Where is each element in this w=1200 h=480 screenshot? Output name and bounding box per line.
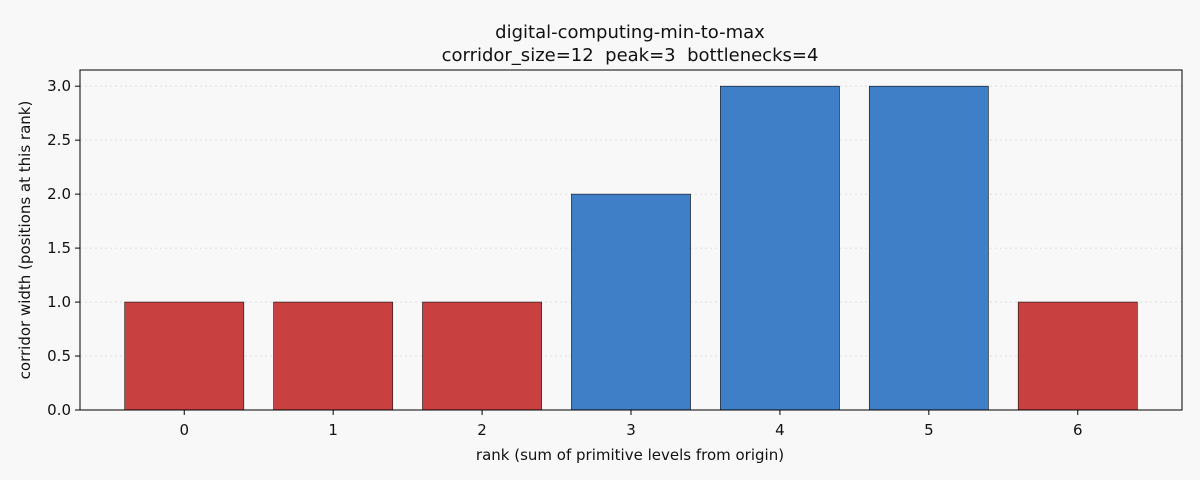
y-tick-label: 3.0 (47, 77, 71, 95)
x-tick-label: 1 (328, 421, 338, 439)
chart-title: digital-computing-min-to-max (495, 22, 765, 43)
x-tick-label: 2 (477, 421, 487, 439)
x-tick-label: 3 (626, 421, 636, 439)
y-tick-label: 1.5 (47, 239, 71, 257)
y-tick-label: 2.0 (47, 185, 71, 203)
y-tick-label: 2.5 (47, 131, 71, 149)
bar-rank-3 (571, 193, 691, 411)
y-axis-label: corridor width (positions at this rank) (16, 101, 34, 380)
bar-rank-4 (720, 85, 840, 411)
x-axis-label: rank (sum of primitive levels from origi… (476, 446, 784, 464)
tick-layer: 0.0 0.5 1.0 1.5 2.0 2.5 3.0 0 1 2 3 4 5 6 (47, 77, 1082, 439)
x-tick-label: 6 (1073, 421, 1083, 439)
bar-layer (124, 85, 1138, 411)
y-tick-label: 1.0 (47, 293, 71, 311)
y-tick-label: 0.5 (47, 347, 71, 365)
chart-subtitle: corridor_size=12 peak=3 bottlenecks=4 (442, 45, 819, 66)
x-tick-label: 4 (775, 421, 785, 439)
bar-rank-0 (124, 301, 245, 411)
x-tick-label: 0 (179, 421, 189, 439)
x-tick-label: 5 (924, 421, 934, 439)
bar-rank-2 (422, 301, 542, 411)
bar-rank-6 (1017, 301, 1138, 411)
y-tick-label: 0.0 (47, 401, 71, 419)
bar-rank-1 (273, 301, 394, 411)
bar-rank-5 (868, 85, 989, 411)
